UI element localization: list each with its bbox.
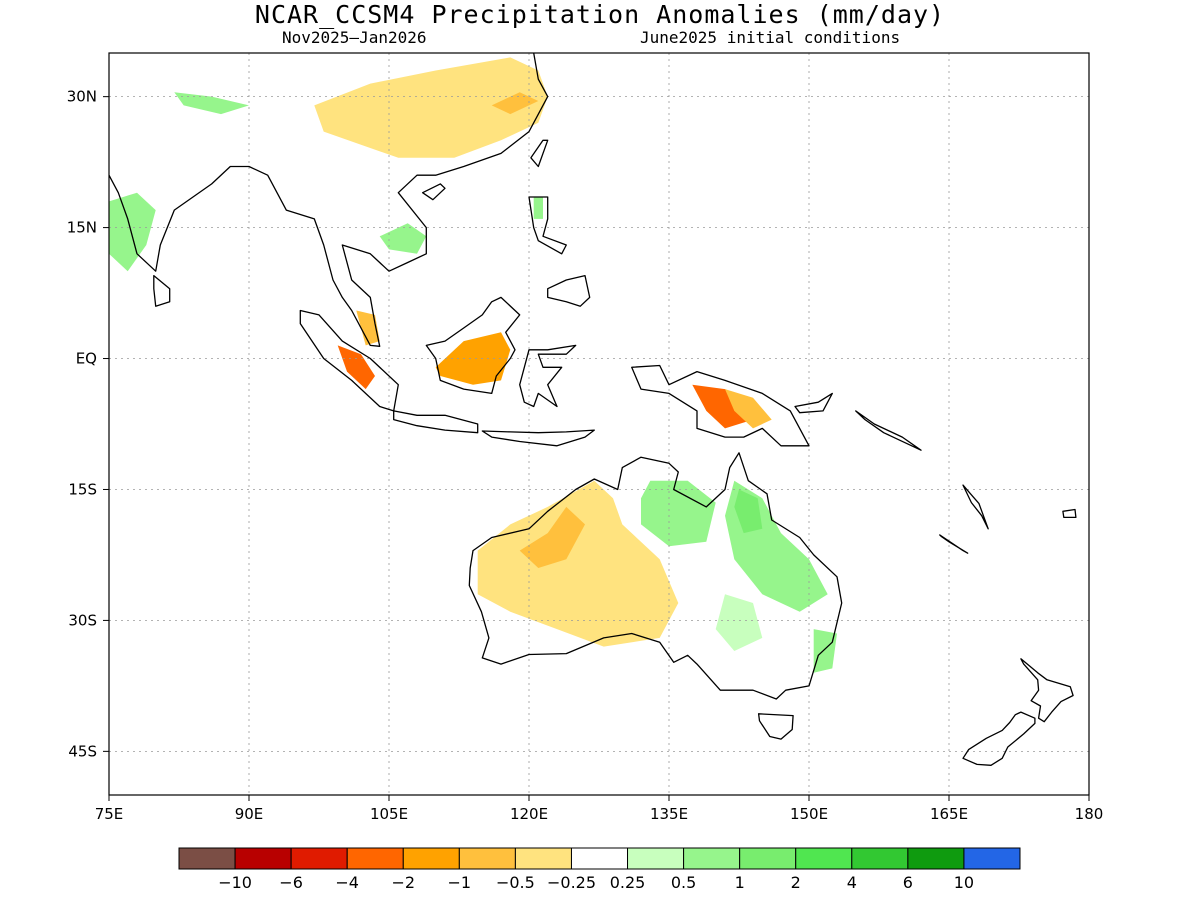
coastline-taiwan <box>530 139 549 168</box>
colorbar: −10 −6 −4 −2 −1 −0.5 −0.25 0.25 0.5 1 2 4 6 10 <box>178 847 1021 892</box>
coastline-new-guinea <box>631 364 810 447</box>
coastline-solomons <box>855 410 922 451</box>
coastline-java <box>393 410 479 434</box>
coastline-sulawesi <box>519 344 577 408</box>
plot-frame <box>108 52 1090 796</box>
anomaly-region-queensland-core <box>734 489 763 534</box>
anomaly-region-png-dry-2 <box>725 389 772 429</box>
coastline-fiji <box>1062 508 1077 519</box>
colorbar-swatch <box>290 847 348 870</box>
anomaly-region-north-australia-wet <box>641 480 716 547</box>
colorbar-swatch <box>570 847 629 870</box>
anomaly-region-west-australia-dry <box>477 480 679 647</box>
colorbar-swatch <box>234 847 292 870</box>
coastline-mindanao <box>547 274 591 307</box>
colorbar-label: 2 <box>791 873 801 892</box>
anomaly-region-yangtze-core <box>491 92 539 115</box>
colorbar-label: 0.5 <box>671 873 696 892</box>
colorbar-swatch <box>739 847 797 870</box>
coastline-borneo <box>425 296 521 395</box>
colorbar-label: −0.5 <box>496 873 535 892</box>
coastline-new-caledonia <box>939 534 969 554</box>
coastline-hainan <box>421 183 446 201</box>
colorbar-label: −6 <box>279 873 303 892</box>
lat-tick-label: 30N <box>67 88 97 106</box>
coastlines-layer <box>109 53 1077 766</box>
coastline-asia-mainland <box>109 53 549 347</box>
anomaly-region-india-wet <box>109 192 156 272</box>
coastline-nusa-tenggara <box>481 429 595 447</box>
lon-tick-label: 75E <box>95 805 124 823</box>
lat-tick-label: 30S <box>68 611 97 629</box>
coastline-nz-south <box>962 711 1036 766</box>
coastline-nz-north <box>1020 658 1074 723</box>
colorbar-label: 0.25 <box>610 873 646 892</box>
colorbar-swatch <box>627 847 685 870</box>
lon-tick-label: 180 <box>1075 805 1104 823</box>
colorbar-swatch <box>851 847 909 870</box>
anomaly-region-indochina-wet <box>379 223 427 254</box>
anomaly-region-west-australia-core <box>519 506 585 568</box>
lon-tick-label: 165E <box>930 805 968 823</box>
lat-tick-label: 15N <box>67 219 97 237</box>
colorbar-label: −2 <box>392 873 416 892</box>
lon-tick-label: 135E <box>650 805 688 823</box>
colorbar-swatch <box>458 847 516 870</box>
lat-tick-label: 45S <box>68 742 97 760</box>
coastline-australia <box>468 452 843 700</box>
anomaly-region-philippines-wet <box>533 197 543 219</box>
colorbar-label: −1 <box>448 873 472 892</box>
colorbar-label: −10 <box>218 873 252 892</box>
colorbar-label: 10 <box>954 873 974 892</box>
coastline-luzon <box>528 196 567 255</box>
lon-tick-label: 120E <box>510 805 548 823</box>
initial-conditions: June2025 initial conditions <box>640 28 901 47</box>
coastline-tasmania <box>757 713 794 740</box>
coastline-vanuatu <box>962 484 989 530</box>
anomaly-region-sumatra-dry <box>337 345 375 390</box>
colorbar-swatch <box>402 847 460 870</box>
colorbar-swatch <box>795 847 853 870</box>
colorbar-swatch <box>178 847 236 870</box>
anomaly-region-interior-wet <box>715 594 763 651</box>
anomaly-region-south-china <box>314 57 548 158</box>
anomaly-region-borneo-dry <box>435 332 511 385</box>
colorbar-swatch <box>907 847 965 870</box>
colorbar-label: 6 <box>903 873 913 892</box>
colorbar-swatch <box>683 847 741 870</box>
colorbar-label: 1 <box>735 873 745 892</box>
plot-area <box>109 53 1089 795</box>
forecast-period: Nov2025–Jan2026 <box>282 28 427 47</box>
lat-tick-label: 15S <box>68 480 97 498</box>
colorbar-label: −4 <box>335 873 359 892</box>
colorbar-swatch <box>346 847 404 870</box>
axis-labels: 30N 15N EQ 15S 30S 45S 75E 90E 105E 120E 135E 150E 1… <box>67 88 1104 823</box>
coastline-new-britain <box>794 392 833 414</box>
lon-tick-label: 150E <box>790 805 828 823</box>
anomaly-shading-layer <box>109 57 837 673</box>
colorbar-label: 4 <box>847 873 857 892</box>
colorbar-label: −0.25 <box>547 873 596 892</box>
colorbar-swatch <box>963 847 1021 870</box>
anomaly-region-himalaya-wet <box>174 92 249 115</box>
lon-tick-label: 90E <box>235 805 264 823</box>
colorbar-swatch <box>514 847 572 870</box>
lat-tick-label: EQ <box>76 350 97 368</box>
coastline-sri-lanka <box>153 274 171 307</box>
lon-tick-label: 105E <box>370 805 408 823</box>
anomaly-region-nsw-wet <box>813 629 837 673</box>
map-title: NCAR_CCSM4 Precipitation Anomalies (mm/d… <box>254 0 946 29</box>
